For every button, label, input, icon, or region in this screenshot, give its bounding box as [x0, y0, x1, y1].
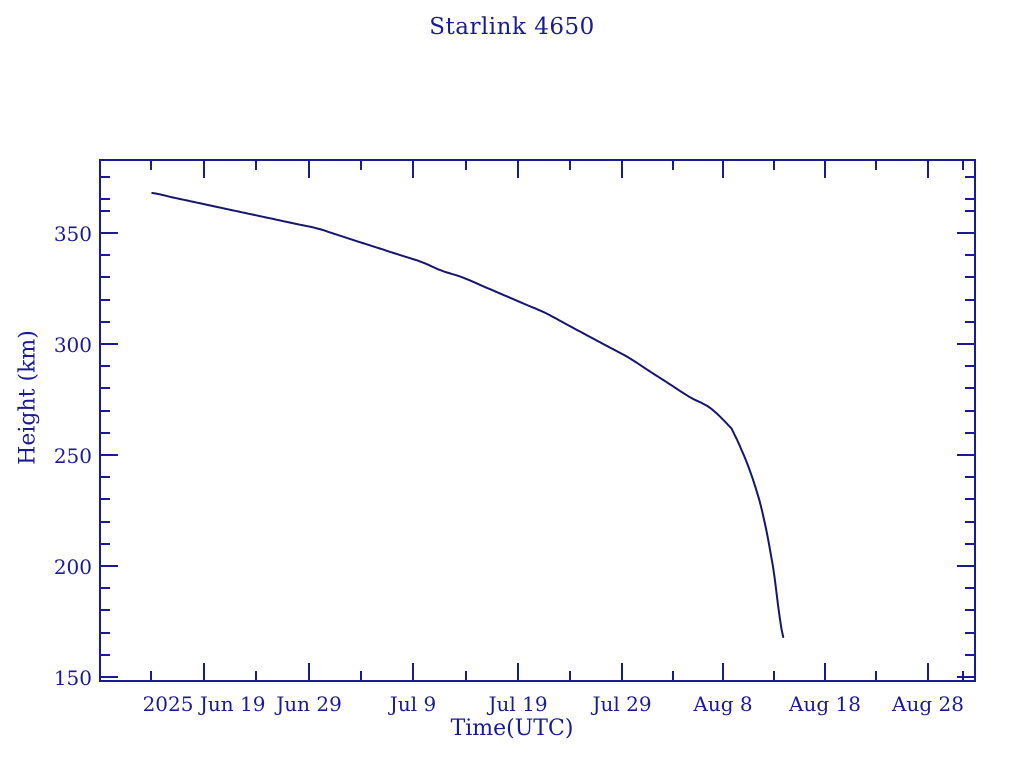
- x-tick-label: Jul 29: [590, 692, 651, 716]
- x-tick-label: 2025 Jun 19: [143, 692, 266, 716]
- y-axis-minor-ticks-right: [965, 176, 975, 656]
- x-axis-title: Time(UTC): [450, 716, 574, 741]
- x-axis-major-ticks: [203, 663, 929, 681]
- x-tick-label: Jun 29: [274, 692, 342, 716]
- height-decay-curve: [151, 192, 785, 638]
- x-axis-minor-ticks: [150, 671, 964, 681]
- x-axis-major-ticks-top: [203, 160, 929, 178]
- plot-frame: [99, 159, 976, 682]
- y-tick-label: 350: [54, 222, 92, 246]
- x-tick-label: Aug 28: [891, 692, 964, 716]
- x-tick-label: Jul 9: [388, 692, 436, 716]
- y-axis-title: Height (km): [15, 330, 41, 465]
- y-tick-label: 250: [54, 444, 92, 468]
- x-tick-label: Aug 8: [692, 692, 752, 716]
- y-axis-tick-labels: 350 300 250 200 150: [54, 222, 92, 690]
- y-axis-major-ticks-right: [957, 232, 975, 678]
- y-tick-label: 300: [54, 333, 92, 357]
- y-tick-label: 150: [54, 666, 92, 690]
- x-tick-label: Jul 19: [486, 692, 547, 716]
- x-axis-tick-labels: 2025 Jun 19 Jun 29 Jul 9 Jul 19 Jul 29 A…: [143, 692, 964, 716]
- y-tick-label: 200: [54, 555, 92, 579]
- y-axis-major-ticks: [100, 232, 118, 678]
- x-axis-minor-ticks-top: [150, 160, 964, 170]
- y-axis-minor-ticks: [100, 176, 110, 656]
- chart-title: Starlink 4650: [429, 14, 595, 40]
- x-tick-label: Aug 18: [788, 692, 861, 716]
